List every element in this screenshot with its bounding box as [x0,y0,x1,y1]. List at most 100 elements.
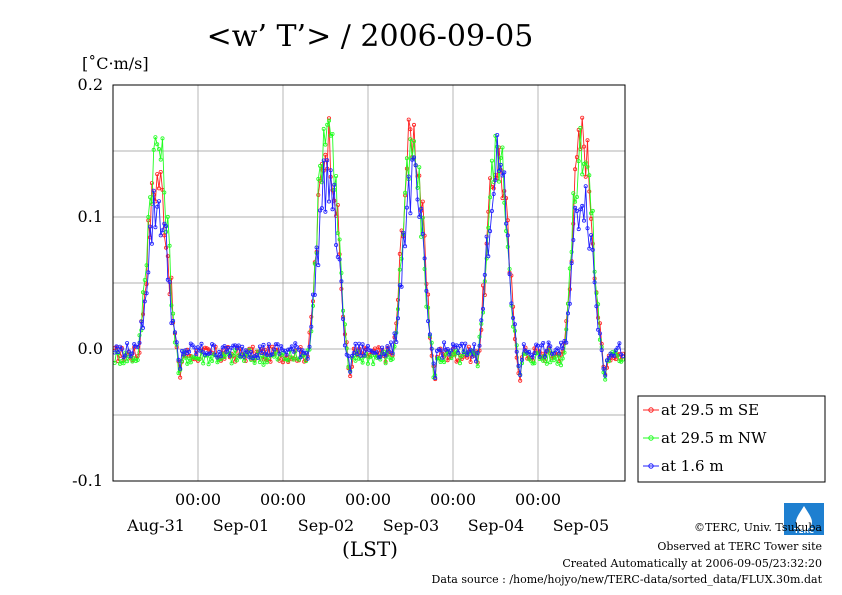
series-line [114,117,624,381]
data-point [530,361,535,366]
data-point [215,355,220,360]
data-point [266,355,271,360]
data-point [137,340,142,345]
data-point [383,361,388,366]
data-point [323,152,328,157]
data-point [125,359,130,364]
data-point [162,190,167,195]
data-point [411,122,416,127]
data-point [521,342,526,347]
data-point [488,195,493,200]
data-point [236,343,241,348]
data-point [326,199,331,204]
data-point [601,366,606,371]
data-point [171,318,176,323]
data-point [466,344,471,349]
data-point [282,357,287,362]
data-point [133,344,138,349]
data-point [149,241,154,246]
gridlines [113,84,625,482]
data-point [590,241,595,246]
data-point [456,350,461,355]
data-point [270,344,275,349]
data-point [541,358,546,363]
data-point [146,270,151,275]
data-point [142,299,147,304]
data-point [482,272,487,277]
data-point [201,361,206,366]
data-point [346,354,351,359]
data-point [610,353,615,358]
data-point [587,246,592,251]
data-point [401,230,406,235]
data-point [176,371,181,376]
data-point [426,319,431,324]
data-point [514,349,519,354]
x-tick-date: Sep-05 [553,516,609,535]
created-text: Created Automatically at 2006-09-05/23:3… [562,557,822,570]
data-point [181,352,186,357]
data-point [498,155,503,160]
x-tick-date: Sep-04 [468,516,524,535]
data-point [153,135,158,140]
data-point [574,208,579,213]
data-point [411,155,416,160]
data-point [272,347,277,352]
data-point [222,355,227,360]
data-point [319,180,324,185]
data-point [488,176,493,181]
data-point [140,290,145,295]
data-point [169,275,174,280]
data-point [486,225,491,230]
data-point [551,358,556,363]
data-point [612,353,617,358]
data-point [149,181,154,186]
data-point [463,341,468,346]
data-point [567,301,572,306]
data-point [589,233,594,238]
data-point [505,244,510,249]
data-point [383,353,388,358]
data-point [597,331,602,336]
data-point [404,156,409,161]
data-point [309,324,314,329]
data-point [516,363,521,368]
data-point [583,174,588,179]
data-point [349,353,354,358]
data-point [445,358,450,363]
data-point [555,346,560,351]
data-point [615,345,620,350]
data-point [257,344,262,349]
data-point [411,139,416,144]
data-point [530,355,535,360]
data-point [477,334,482,339]
data-point [351,350,356,355]
data-point [550,351,555,356]
chart-title: <w’ T’> / 2006-09-05 [207,19,534,54]
data-point [123,353,128,358]
data-point [137,333,142,338]
data-point [585,164,590,169]
data-point [233,343,238,348]
data-point [397,251,402,256]
data-point [465,355,470,360]
data-point [504,221,509,226]
data-point [486,254,491,259]
data-point [574,194,579,199]
data-point [326,118,331,123]
legend-marker-se [648,407,654,413]
data-point [596,327,601,332]
data-point [399,256,404,261]
series-line [114,118,624,380]
data-point [187,349,192,354]
data-point [557,351,562,356]
data-point [247,355,252,360]
data-point [139,319,144,324]
y-axis-label: [˚C·m/s] [82,54,149,73]
data-point [316,263,321,268]
data-point [489,208,494,213]
data-point [310,303,315,308]
data-point [160,228,165,233]
data-point [541,340,546,345]
data-point [482,292,487,297]
